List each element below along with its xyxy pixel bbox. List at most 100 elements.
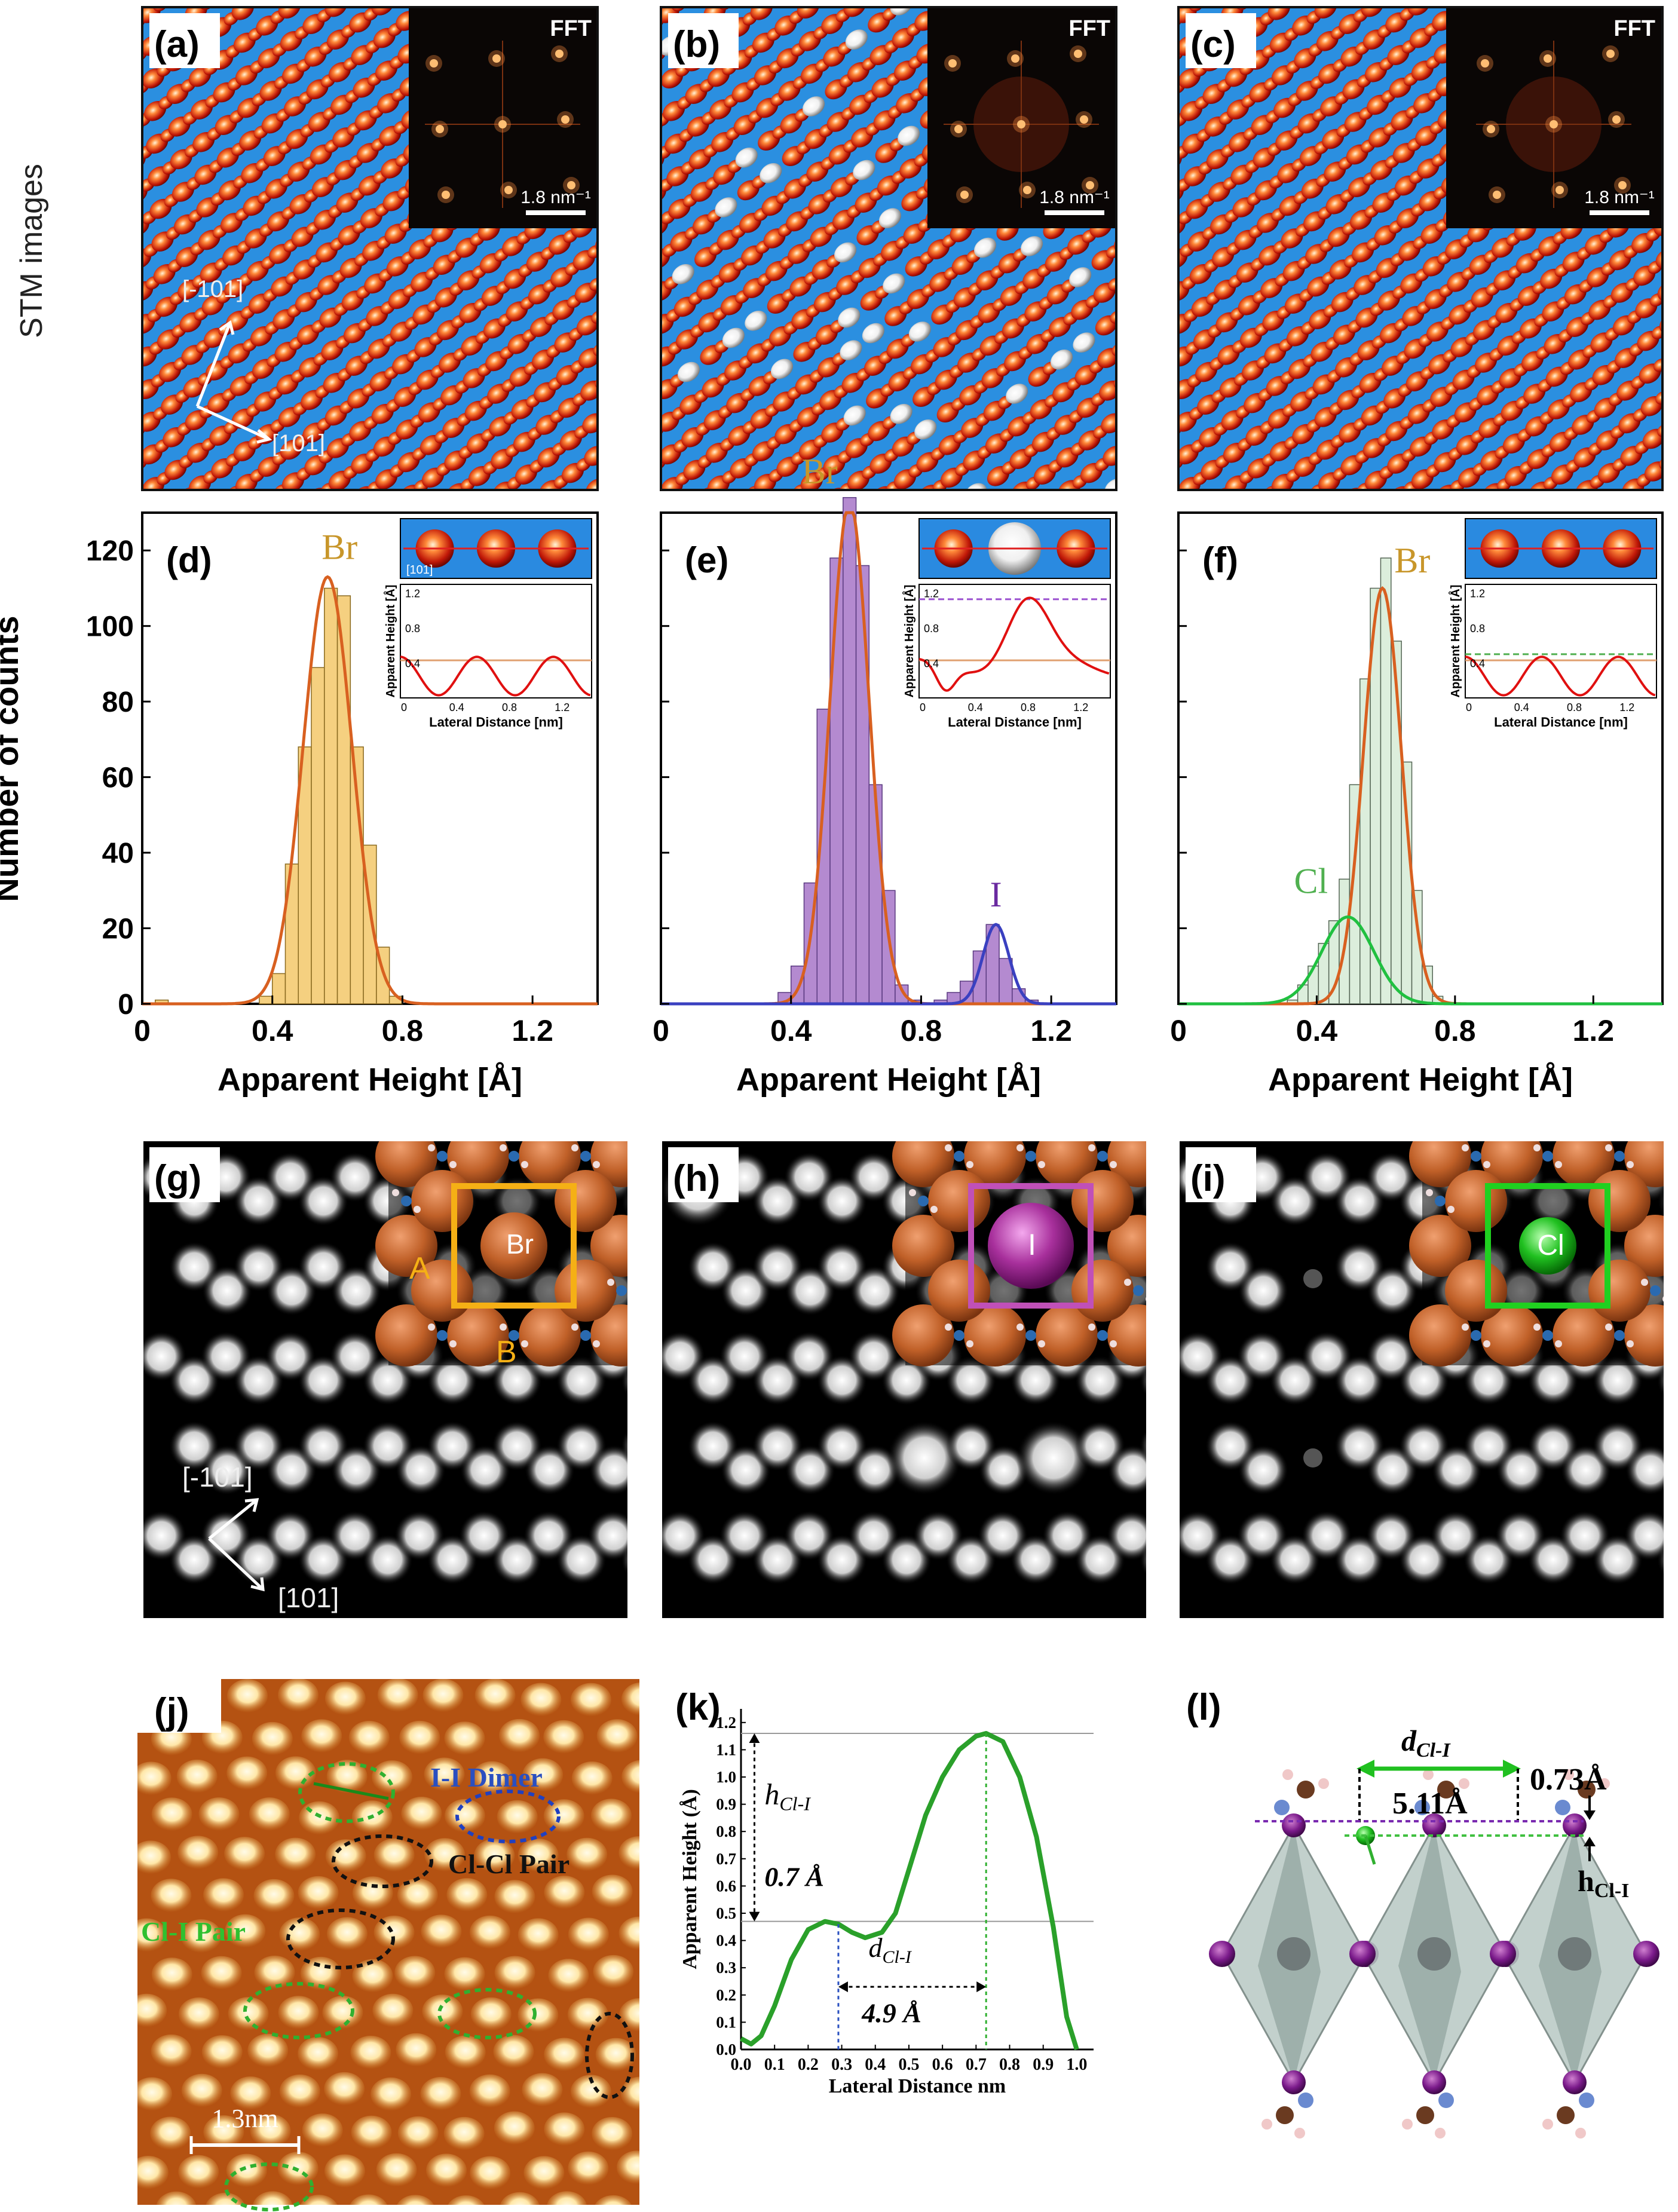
- stm-atom-j: [322, 1996, 363, 2030]
- y-tick-label: 0.9: [716, 1796, 736, 1813]
- stm-atom-j: [570, 1683, 611, 1717]
- br-atom: [1481, 1304, 1543, 1367]
- stm-atom-j: [520, 1683, 562, 1717]
- h-atom: [629, 1295, 636, 1303]
- stm-atom: [1125, 490, 1155, 519]
- h-atom: [428, 1323, 435, 1331]
- stm-atom-j: [422, 1995, 463, 2029]
- dcl-sub: Cl-I: [1416, 1739, 1451, 1761]
- br-atom: [555, 1170, 617, 1232]
- fft-spot-glow: [1082, 177, 1098, 194]
- stm-atom-j: [137, 1993, 167, 2027]
- stm-atom-j: [298, 2037, 339, 2071]
- h-atom: [593, 1340, 600, 1347]
- sim-atom: [621, 1429, 627, 1463]
- h-atom: [1124, 1279, 1131, 1286]
- stm-atom-j: [151, 1797, 192, 1831]
- fft-spot-glow: [944, 55, 961, 72]
- cli-pair-ellipse-4: [224, 2162, 314, 2211]
- br-atom: [928, 1170, 990, 1232]
- stm-atom: [1110, 310, 1116, 324]
- fit-curve-cl: [1178, 915, 1662, 1006]
- fft-spot-glow: [563, 177, 580, 194]
- br-atom: [1624, 1304, 1664, 1367]
- stm-atom: [112, 425, 142, 454]
- stm-atom: [390, 0, 420, 2]
- stm-atom: [1125, 81, 1155, 110]
- fft-spot: [436, 125, 444, 133]
- unit-cell-box-i: [1485, 1183, 1610, 1309]
- stm-atom-j: [470, 1997, 512, 2031]
- fft-spot: [948, 59, 957, 68]
- y-tick-label: 0.7: [716, 1850, 736, 1868]
- h-atom: [945, 1323, 952, 1331]
- stm-atom: [477, 0, 497, 3]
- unit-cell-box-h: [968, 1183, 1094, 1309]
- stm-atom: [1120, 127, 1140, 146]
- panel-l: (l) dCl-I 5.11Å 0.73Å hCl-I: [1186, 1687, 1659, 2139]
- panel-label-g: (g): [154, 1158, 201, 1199]
- stm-atom: [1664, 176, 1678, 194]
- x-tick-label: 0: [653, 1014, 669, 1047]
- fft-spot: [1612, 115, 1621, 124]
- stm-atom: [123, 323, 142, 342]
- fft-spot: [1555, 186, 1564, 194]
- sim-atom: [1107, 1511, 1146, 1561]
- br-atom: [519, 1141, 581, 1187]
- fft-spot-glow: [494, 116, 511, 133]
- br-atom: [1553, 1141, 1615, 1187]
- br-atom: [1071, 1170, 1134, 1232]
- h-atom: [1282, 1769, 1293, 1780]
- y-tick-label: 0.3: [716, 1959, 736, 1977]
- stm-atom-j: [275, 1837, 316, 1871]
- n-atom: [1614, 1151, 1625, 1162]
- stm-lattice-a: [112, 0, 642, 508]
- stm-atom-j: [424, 1838, 466, 1872]
- center-atom: [480, 1212, 547, 1279]
- h-atom: [1294, 2128, 1305, 2139]
- stm-atom: [890, 403, 913, 424]
- stm-atom: [862, 0, 892, 4]
- fft-spot: [1023, 186, 1031, 194]
- sim-atom: [589, 1445, 627, 1495]
- stm-atom: [1119, 95, 1138, 114]
- c-atom: [1276, 2106, 1294, 2124]
- y-tick-label: 0.1: [716, 2013, 736, 2031]
- stm-atom: [1673, 339, 1678, 357]
- h-atom: [571, 1144, 578, 1151]
- br-atom: [555, 1260, 617, 1322]
- stm-atom-j: [252, 1721, 293, 1755]
- stm-atom: [596, 30, 616, 48]
- stm-atom: [601, 0, 630, 12]
- halide-atom: [1563, 2070, 1587, 2094]
- stm-atom-j: [497, 1800, 538, 1834]
- x-tick-label: 0.5: [898, 2055, 919, 2074]
- stm-atom-j: [326, 1917, 368, 1951]
- stm-atom-j: [178, 1997, 219, 2031]
- stm-atom: [750, 7, 773, 20]
- br-atom: [447, 1141, 509, 1187]
- stm-atom: [629, 392, 659, 421]
- stm-atom-j: [224, 1837, 265, 1871]
- stm-atom-j: [548, 1959, 589, 1993]
- stm-atom-j: [397, 2195, 434, 2205]
- stm-atom: [622, 78, 642, 96]
- stm-atom: [1667, 97, 1678, 125]
- stm-atom: [600, 95, 620, 114]
- stm-atom: [1513, 0, 1533, 3]
- stm-atom: [1657, 424, 1662, 437]
- atom-label-g: Br: [506, 1228, 534, 1260]
- n-atom: [437, 1330, 448, 1341]
- label-cli-pair: Cl-I Pair: [141, 1916, 246, 1947]
- stm-atom-j: [500, 2192, 540, 2205]
- stm-atom: [629, 0, 659, 12]
- h-label: hCl-I: [764, 1778, 811, 1815]
- h-atom: [1038, 1340, 1045, 1347]
- stm-atom: [529, 489, 549, 508]
- inset-y-tick-label: 1.2: [1470, 588, 1485, 600]
- h-atom: [449, 1161, 457, 1168]
- stm-atom: [121, 290, 140, 309]
- stm-atom: [625, 327, 655, 356]
- site-label-a: A: [409, 1251, 430, 1286]
- stm-atom-j: [544, 2038, 585, 2072]
